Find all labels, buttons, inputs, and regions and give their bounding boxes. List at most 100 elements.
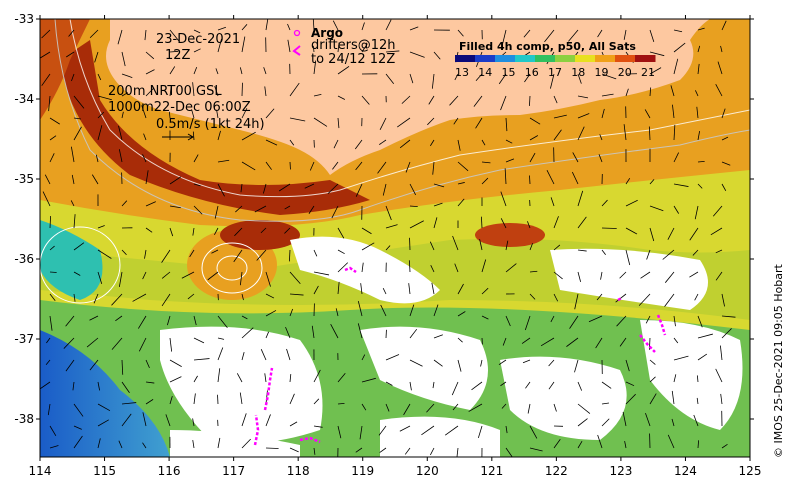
- current-vector: [313, 117, 328, 127]
- current-vector: [671, 418, 675, 427]
- current-vector: [357, 323, 363, 339]
- current-vector: [121, 200, 128, 207]
- current-vector: [289, 249, 291, 262]
- current-vector: [457, 359, 462, 372]
- current-vector: [169, 337, 173, 352]
- current-vector: [457, 337, 463, 343]
- current-vector: [432, 161, 435, 175]
- colorbar-swatch: [515, 55, 536, 62]
- current-vector: [721, 293, 725, 307]
- current-vector: [241, 315, 248, 320]
- current-vector: [121, 381, 130, 394]
- colorbar-swatch: [575, 55, 596, 62]
- current-vector: [597, 434, 603, 449]
- current-vector: [403, 403, 411, 416]
- current-vector: [49, 425, 57, 437]
- current-vector: [264, 373, 267, 383]
- current-vector: [161, 293, 171, 307]
- current-vector: [426, 403, 435, 413]
- current-vector: [165, 414, 171, 427]
- current-vector: [524, 315, 531, 331]
- current-vector: [241, 161, 256, 171]
- current-vector: [73, 242, 85, 251]
- current-vector: [697, 183, 703, 189]
- current-vector: [451, 381, 459, 396]
- current-vector: [697, 63, 700, 75]
- current-vector: [354, 139, 363, 150]
- current-vector: [97, 419, 109, 427]
- current-vector: [601, 381, 612, 389]
- current-vector: [332, 20, 339, 31]
- current-vector: [553, 216, 559, 229]
- current-vector: [431, 282, 435, 295]
- current-vector: [304, 183, 315, 189]
- current-vector: [457, 29, 464, 37]
- current-vector: [548, 381, 555, 390]
- current-vector: [45, 359, 51, 365]
- current-vector: [673, 355, 689, 361]
- current-vector: [453, 117, 459, 125]
- northwest-warm: [40, 19, 90, 120]
- current-vector: [239, 67, 243, 75]
- current-vector: [625, 177, 631, 185]
- current-vector: [337, 425, 342, 439]
- current-vector: [73, 271, 81, 276]
- current-vector: [649, 179, 655, 185]
- current-vector: [46, 337, 51, 344]
- current-vector: [181, 271, 195, 279]
- current-vector: [428, 95, 435, 105]
- current-vector: [574, 293, 579, 310]
- cloud-mask-4: [360, 326, 488, 410]
- current-vector: [287, 39, 291, 53]
- current-vector: [145, 201, 156, 207]
- current-vector: [65, 315, 75, 327]
- current-vector: [566, 337, 579, 347]
- current-vector: [649, 393, 657, 405]
- current-vector: [625, 359, 630, 372]
- current-vector: [142, 154, 147, 163]
- current-vector: [456, 447, 459, 457]
- current-vector: [667, 227, 675, 240]
- current-vector: [550, 73, 555, 89]
- current-vector: [696, 397, 699, 405]
- current-vector: [408, 260, 411, 273]
- current-vector: [65, 51, 75, 58]
- current-vector: [233, 249, 243, 263]
- colorbar-tick-label: 16: [525, 66, 539, 79]
- current-vector: [385, 381, 393, 386]
- drifter-track: [253, 414, 260, 446]
- current-vector: [97, 73, 102, 81]
- current-vector: [433, 183, 445, 188]
- current-vector: [97, 225, 105, 229]
- current-vector: [624, 440, 627, 449]
- current-vector: [619, 271, 627, 279]
- current-vector: [544, 29, 555, 43]
- current-vector: [454, 263, 459, 273]
- current-vector: [720, 393, 723, 405]
- current-vector: [697, 160, 705, 163]
- current-vector: [278, 183, 291, 192]
- lon-tick-label: 115: [93, 464, 116, 478]
- current-vector: [97, 381, 101, 391]
- current-vector: [313, 285, 319, 295]
- lon-tick-label: 123: [609, 464, 632, 478]
- current-vector: [169, 86, 172, 97]
- current-vector: [430, 265, 435, 273]
- current-vector: [361, 227, 372, 235]
- current-vector: [670, 85, 675, 97]
- cloud-mask-8: [380, 416, 500, 457]
- current-vector: [337, 262, 349, 273]
- current-vector: [40, 381, 51, 390]
- current-vector: [667, 434, 675, 449]
- current-vector: [285, 326, 291, 339]
- current-vector: [73, 126, 82, 141]
- current-vector: [596, 293, 603, 301]
- argo-label: Argo: [311, 26, 343, 40]
- current-vector: [481, 287, 489, 295]
- current-vector: [284, 227, 291, 234]
- current-vector: [121, 249, 127, 256]
- current-vector: [214, 205, 219, 219]
- current-vector: [697, 315, 703, 328]
- current-vector: [697, 130, 701, 141]
- current-vector: [265, 414, 271, 427]
